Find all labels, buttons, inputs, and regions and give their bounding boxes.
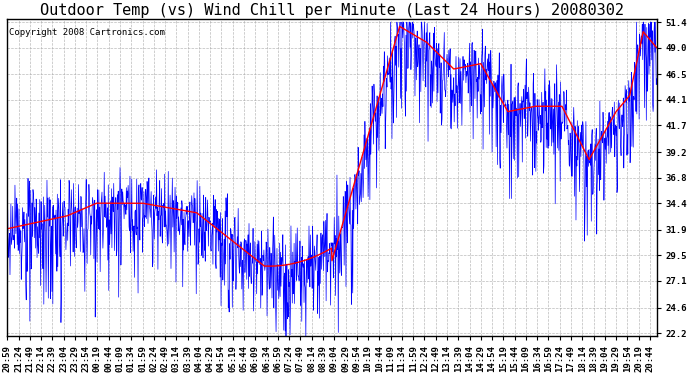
Title: Outdoor Temp (vs) Wind Chill per Minute (Last 24 Hours) 20080302: Outdoor Temp (vs) Wind Chill per Minute … (40, 3, 624, 18)
Text: Copyright 2008 Cartronics.com: Copyright 2008 Cartronics.com (8, 28, 164, 38)
